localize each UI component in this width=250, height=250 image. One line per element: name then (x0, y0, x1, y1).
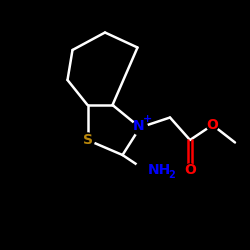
Text: +: + (144, 114, 152, 124)
Text: O: O (206, 118, 218, 132)
Text: 2: 2 (168, 170, 175, 179)
Circle shape (206, 119, 218, 131)
Circle shape (132, 120, 148, 135)
Text: O: O (184, 163, 196, 177)
Text: N: N (133, 119, 144, 133)
Text: NH: NH (148, 163, 171, 177)
Circle shape (184, 164, 196, 176)
Circle shape (80, 133, 94, 147)
Text: S: S (82, 133, 92, 147)
Circle shape (136, 160, 154, 180)
